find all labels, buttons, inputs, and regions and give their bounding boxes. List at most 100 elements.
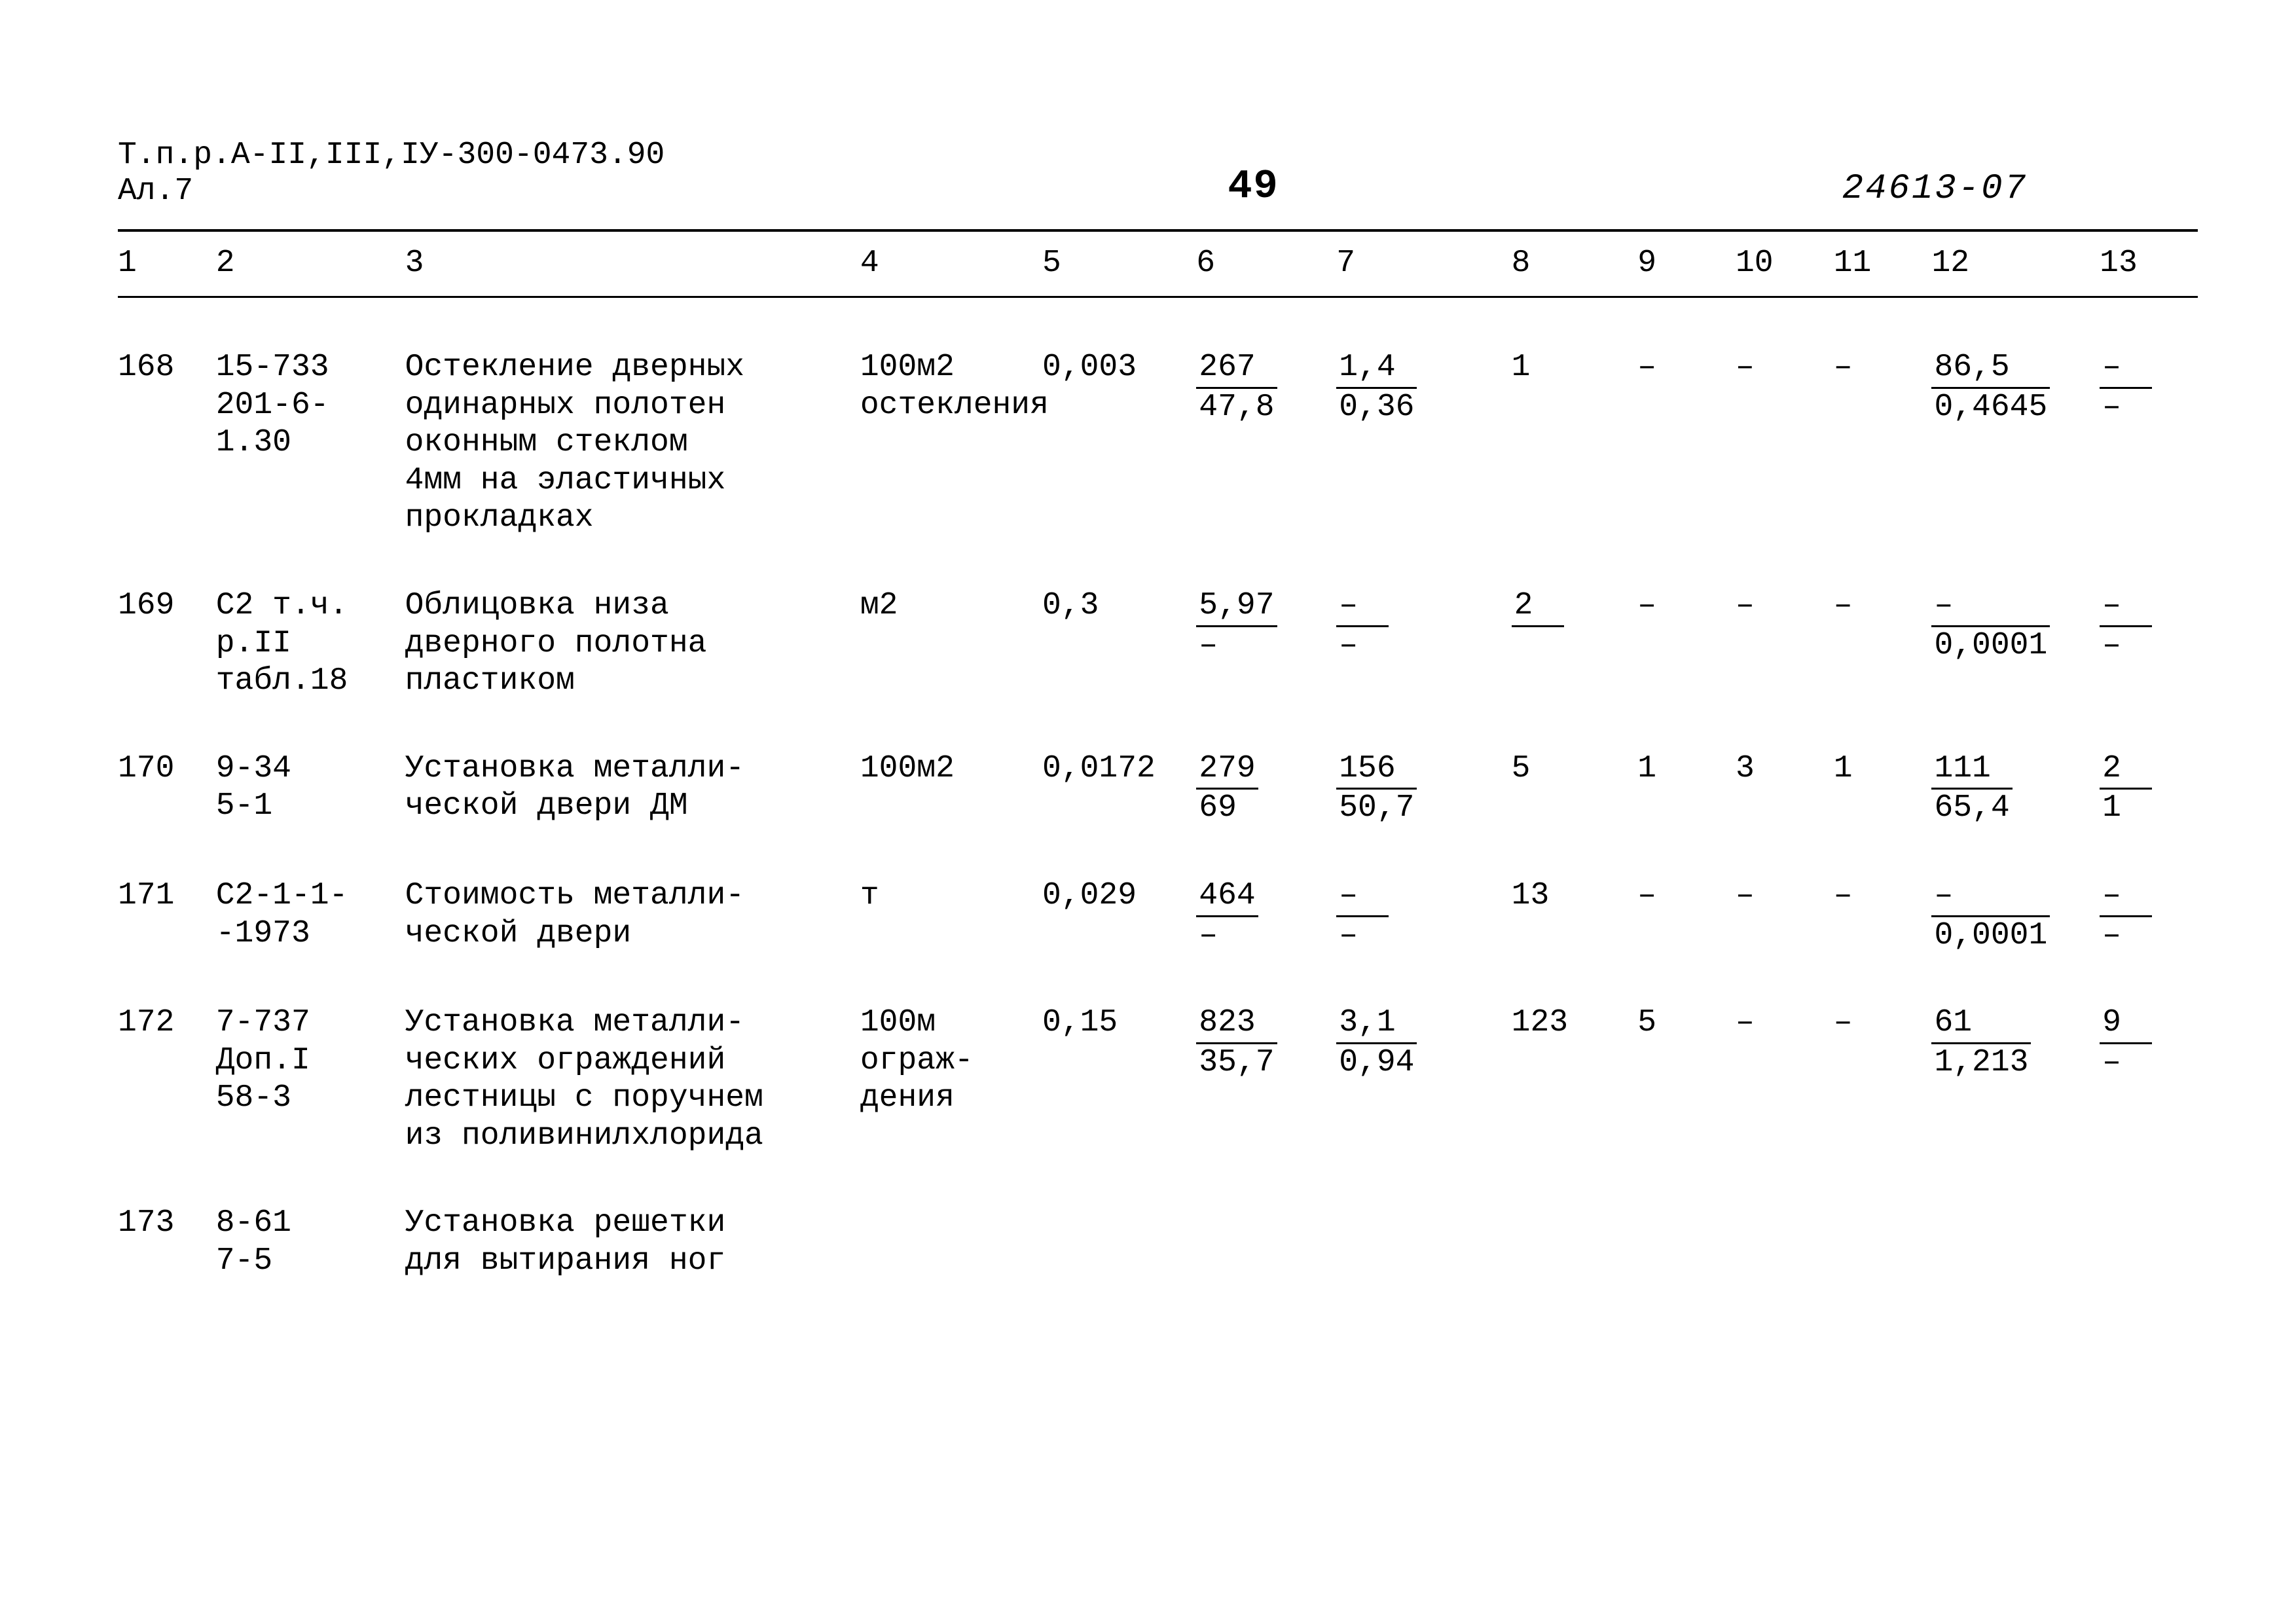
cell-7: –– — [1336, 831, 1511, 958]
fraction-den: 1 — [2100, 790, 2152, 828]
cell-text: 0,3 — [1042, 588, 1099, 623]
fraction-num: – — [1336, 587, 1389, 627]
cell-10: – — [1736, 541, 1834, 704]
table-row: 1727-737 Доп.I 58-3Установка металли- че… — [118, 958, 2198, 1159]
fraction: 9– — [2100, 1004, 2152, 1082]
cell-7 — [1336, 1159, 1511, 1284]
table-row: 16815-733 201-6-1.30Остекление дверных о… — [118, 303, 2198, 541]
fraction: –0,0001 — [1931, 877, 2050, 955]
cell-10: – — [1736, 303, 1834, 541]
fraction: 3,10,94 — [1336, 1004, 1417, 1082]
fraction: 86,50,4645 — [1931, 349, 2050, 426]
cell-text: 173 — [118, 1205, 174, 1241]
page-number: 49 — [1228, 163, 1279, 210]
cell-text: 1 — [1512, 350, 1531, 385]
fraction-num: – — [2100, 349, 2152, 389]
col-header-11: 11 — [1834, 237, 1932, 291]
cell-11: – — [1834, 303, 1932, 541]
cell-13: –– — [2100, 303, 2198, 541]
fraction-num: – — [1931, 877, 2050, 917]
fraction: 464– — [1196, 877, 1258, 955]
cell-6: 5,97– — [1196, 541, 1336, 704]
col-header-8: 8 — [1512, 237, 1638, 291]
fraction-num: – — [2100, 587, 2152, 627]
cell-8: 13 — [1512, 831, 1638, 958]
col-header-7: 7 — [1336, 237, 1511, 291]
fraction-den: 35,7 — [1196, 1044, 1277, 1082]
cell-10: – — [1736, 958, 1834, 1159]
fraction-den: – — [1196, 627, 1277, 665]
cell-8: 1 — [1512, 303, 1638, 541]
fraction-num: 267 — [1196, 349, 1277, 389]
cell-4: 100м2 — [860, 704, 1042, 831]
page-header: Т.п.р.А-II,III,IУ-300-0473.90 Ал.7 49 24… — [118, 137, 2198, 210]
fraction-den: 0,94 — [1336, 1044, 1417, 1082]
cell-text: – — [1834, 588, 1853, 623]
cell-3: Облицовка низа дверного полотна пластико… — [405, 541, 860, 704]
fraction-num: – — [1336, 877, 1389, 917]
table-head: 12345678910111213 — [118, 237, 2198, 291]
cell-9: – — [1637, 831, 1736, 958]
fraction-den: – — [2100, 627, 2152, 665]
fraction-num: – — [2100, 877, 2152, 917]
cell-text: – — [1736, 588, 1755, 623]
cell-5: 0,003 — [1042, 303, 1196, 541]
cell-7: 3,10,94 — [1336, 958, 1511, 1159]
fraction-num: – — [1931, 587, 2050, 627]
fraction-den: – — [2100, 389, 2152, 427]
cell-11: – — [1834, 831, 1932, 958]
col-header-5: 5 — [1042, 237, 1196, 291]
col-header-13: 13 — [2100, 237, 2198, 291]
cell-3: Стоимость металли- ческой двери — [405, 831, 860, 958]
fraction: –– — [1336, 587, 1389, 665]
cell-13: –– — [2100, 831, 2198, 958]
cell-1: 171 — [118, 831, 216, 958]
cell-5: 0,15 — [1042, 958, 1196, 1159]
fraction-num: 61 — [1931, 1004, 2031, 1044]
cell-text: 0,029 — [1042, 878, 1137, 913]
cell-13: –– — [2100, 541, 2198, 704]
cell-text: 123 — [1512, 1005, 1568, 1040]
col-header-1: 1 — [118, 237, 216, 291]
col-header-2: 2 — [216, 237, 405, 291]
cell-2: С2 т.ч. р.II табл.18 — [216, 541, 405, 704]
fraction-den: – — [1336, 627, 1389, 665]
fraction: 15650,7 — [1336, 750, 1417, 828]
fraction-den: 65,4 — [1931, 790, 2012, 828]
cell-4: 100м ограж- дения — [860, 958, 1042, 1159]
cell-1: 170 — [118, 704, 216, 831]
col-header-9: 9 — [1637, 237, 1736, 291]
fraction-den: – — [1196, 917, 1258, 955]
cell-9: – — [1637, 303, 1736, 541]
cell-text: – — [1736, 878, 1755, 913]
cell-6: 464– — [1196, 831, 1336, 958]
fraction-num: 5,97 — [1196, 587, 1277, 627]
cell-7: –– — [1336, 541, 1511, 704]
cell-8 — [1512, 1159, 1638, 1284]
cell-text: – — [1637, 588, 1656, 623]
cell-1: 172 — [118, 958, 216, 1159]
cell-text: 168 — [118, 350, 174, 385]
fraction-den: 0,0001 — [1931, 917, 2050, 955]
cell-1: 168 — [118, 303, 216, 541]
cell-11: – — [1834, 541, 1932, 704]
fraction: 2 — [1512, 587, 1564, 627]
cell-text: – — [1834, 878, 1853, 913]
table-row: 171С2-1-1- -1973Стоимость металли- ческо… — [118, 831, 2198, 958]
table-header-row: 12345678910111213 — [118, 237, 2198, 291]
cell-12: –0,0001 — [1931, 541, 2100, 704]
col-header-10: 10 — [1736, 237, 1834, 291]
fraction-den: 47,8 — [1196, 389, 1277, 427]
cell-text: 0,003 — [1042, 350, 1137, 385]
fraction-den: 0,0001 — [1931, 627, 2050, 665]
cell-text: 0,0172 — [1042, 751, 1156, 786]
cell-2: 15-733 201-6-1.30 — [216, 303, 405, 541]
cell-text: 5 — [1637, 1005, 1656, 1040]
cell-text: 0,15 — [1042, 1005, 1118, 1040]
cell-text: – — [1834, 350, 1853, 385]
cell-13: 21 — [2100, 704, 2198, 831]
fraction-num: 823 — [1196, 1004, 1277, 1044]
cell-12 — [1931, 1159, 2100, 1284]
cell-12: 11165,4 — [1931, 704, 2100, 831]
cell-9: – — [1637, 541, 1736, 704]
